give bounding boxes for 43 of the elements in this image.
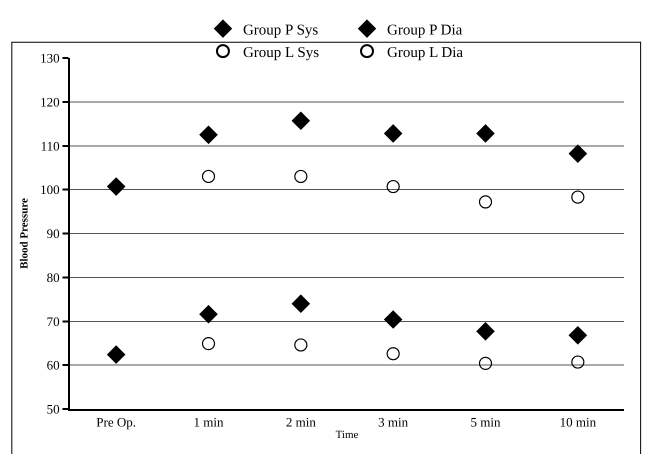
legend-label: Group P Dia [387,22,463,38]
point [202,170,216,184]
y-axis-title: Blood Pressure [18,198,30,269]
x-tick-label: 3 min [378,414,409,430]
point [386,347,400,360]
y-tick-label: 100 [40,182,60,198]
y-tick-label: 80 [46,270,60,285]
legend-label: Group L Sys [242,44,320,61]
point [478,195,492,209]
y-tick-label: 110 [40,138,60,154]
point [292,112,310,130]
point [386,180,400,194]
y-tick-label: 120 [40,94,60,110]
x-axis-title: Time [336,429,359,442]
y-tick-label: 90 [46,226,60,242]
point [294,170,308,184]
y-tick-label: 70 [46,314,60,329]
point [199,305,218,324]
point [107,346,126,364]
point [292,294,310,313]
x-tick-label: 10 min [560,414,597,430]
point [384,124,402,143]
point [384,310,402,329]
point [107,178,126,196]
y-tick-label: 50 [46,402,60,417]
point [568,144,587,163]
y-tick-label: 60 [46,358,60,373]
legend-label: Group L Dia [387,44,464,61]
point [571,190,584,204]
x-tick-label: 1 min [194,414,224,430]
point [476,124,495,143]
x-tick-label: 2 min [286,414,316,430]
point [478,356,492,370]
x-tick-label: 5 min [470,414,501,430]
x-tick-label: Pre Op. [96,414,136,430]
point [294,338,308,352]
point [199,126,218,144]
point [476,322,495,340]
legend-label: Group P Sys [242,22,318,38]
y-tick-label: 130 [40,50,60,66]
point [571,355,584,369]
point [202,337,216,350]
point [568,326,587,344]
